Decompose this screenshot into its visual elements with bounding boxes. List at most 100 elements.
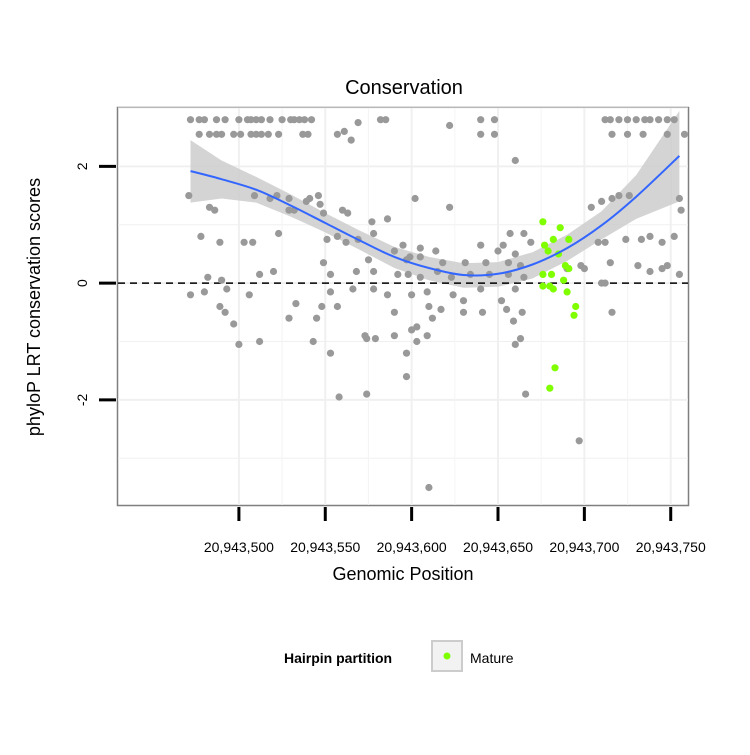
data-point <box>216 302 224 311</box>
data-point <box>364 256 373 264</box>
data-point <box>335 393 343 401</box>
data-point <box>221 116 229 124</box>
mature-point <box>544 247 552 255</box>
data-point <box>587 203 595 211</box>
data-point <box>518 308 526 316</box>
data-point <box>446 121 454 130</box>
data-point <box>506 229 514 238</box>
data-point <box>658 238 666 246</box>
data-point <box>349 285 357 293</box>
mature-point <box>551 364 559 372</box>
legend: Hairpin partition Mature <box>284 640 514 672</box>
data-point <box>416 273 424 281</box>
data-point <box>477 130 485 138</box>
data-point <box>313 314 321 322</box>
data-point <box>623 116 632 124</box>
data-point <box>580 265 589 273</box>
data-point <box>680 130 689 138</box>
data-point <box>625 192 633 200</box>
data-point <box>338 206 347 214</box>
data-point <box>497 297 506 305</box>
x-axis-ticks: 20,943,500 20,943,550 20,943,600 20,943,650… <box>204 507 706 555</box>
data-point <box>223 285 231 293</box>
data-point <box>333 130 341 138</box>
data-point <box>264 130 272 138</box>
mature-point <box>556 224 564 232</box>
x-axis-label: Genomic Position <box>332 564 473 584</box>
data-point <box>257 116 265 124</box>
data-point <box>252 116 260 124</box>
data-point <box>423 288 431 296</box>
data-point <box>646 232 654 240</box>
data-point <box>275 229 283 238</box>
data-point <box>413 323 421 331</box>
data-point <box>439 259 447 267</box>
data-point <box>447 273 455 281</box>
data-point <box>285 194 293 203</box>
data-point <box>449 291 457 299</box>
data-point <box>340 127 348 135</box>
data-point <box>195 116 203 124</box>
loess-smooth-line <box>190 155 681 277</box>
data-point <box>363 390 371 398</box>
data-point <box>247 130 255 138</box>
data-point <box>230 320 238 328</box>
data-point <box>608 130 616 138</box>
data-point <box>275 130 283 138</box>
data-point <box>423 332 431 340</box>
data-point <box>594 238 602 246</box>
mature-point <box>563 288 571 296</box>
data-point <box>522 390 530 398</box>
data-point <box>509 317 518 325</box>
data-point <box>235 116 243 124</box>
data-point <box>185 192 193 200</box>
data-point <box>490 116 499 124</box>
data-point <box>511 156 519 165</box>
data-point <box>326 270 335 278</box>
data-point <box>256 337 264 346</box>
data-point <box>195 130 203 138</box>
data-point <box>601 116 609 124</box>
x-tick-label: 20,943,550 <box>290 539 360 555</box>
data-point <box>319 259 328 267</box>
data-point <box>408 291 416 299</box>
data-point <box>459 308 468 316</box>
data-point <box>658 265 666 273</box>
mature-point <box>547 270 556 278</box>
data-point <box>598 197 606 205</box>
data-point <box>432 247 440 255</box>
data-point <box>285 314 293 322</box>
data-point <box>212 116 221 124</box>
chart-title: Conservation <box>345 77 463 99</box>
data-point <box>437 305 445 313</box>
data-point <box>520 229 528 238</box>
data-point <box>347 136 355 144</box>
data-point <box>318 302 326 311</box>
data-point <box>299 130 307 138</box>
data-point <box>230 130 238 138</box>
data-point <box>306 194 314 203</box>
data-point <box>446 203 454 211</box>
data-point <box>256 270 264 278</box>
data-point <box>326 349 335 357</box>
data-point <box>240 238 248 246</box>
data-point <box>639 130 647 138</box>
data-point <box>266 116 274 124</box>
data-point <box>663 262 671 270</box>
data-point <box>237 130 245 138</box>
data-point <box>309 337 317 346</box>
confidence-ribbon <box>190 110 680 288</box>
data-point <box>503 305 511 313</box>
y-tick-label: 2 <box>74 162 90 170</box>
data-point <box>390 332 398 340</box>
data-point <box>186 116 195 124</box>
data-point <box>663 130 671 138</box>
data-point <box>428 314 436 322</box>
data-point <box>221 308 229 316</box>
data-point <box>342 238 350 246</box>
data-point <box>323 235 331 243</box>
data-point <box>615 116 623 124</box>
data-point <box>459 297 468 305</box>
data-point <box>416 253 424 261</box>
